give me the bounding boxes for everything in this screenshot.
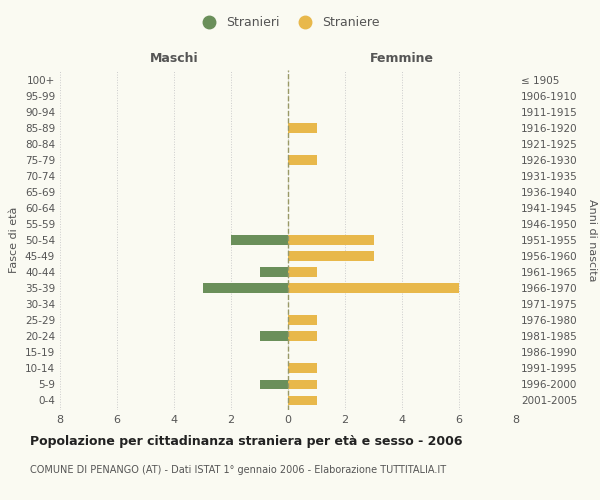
Legend: Stranieri, Straniere: Stranieri, Straniere <box>191 11 385 34</box>
Bar <box>288 155 317 164</box>
Bar <box>288 123 317 132</box>
Y-axis label: Anni di nascita: Anni di nascita <box>587 198 597 281</box>
Bar <box>288 251 373 261</box>
Bar <box>203 284 288 293</box>
Bar <box>288 268 317 277</box>
Bar <box>260 380 288 389</box>
Y-axis label: Fasce di età: Fasce di età <box>10 207 19 273</box>
Bar <box>288 235 373 245</box>
Text: COMUNE DI PENANGO (AT) - Dati ISTAT 1° gennaio 2006 - Elaborazione TUTTITALIA.IT: COMUNE DI PENANGO (AT) - Dati ISTAT 1° g… <box>30 465 446 475</box>
Bar <box>231 235 288 245</box>
Bar <box>288 364 317 373</box>
Text: Maschi: Maschi <box>149 52 199 65</box>
Bar <box>260 332 288 341</box>
Text: Popolazione per cittadinanza straniera per età e sesso - 2006: Popolazione per cittadinanza straniera p… <box>30 435 463 448</box>
Bar <box>288 396 317 405</box>
Bar <box>260 268 288 277</box>
Bar <box>288 316 317 325</box>
Bar <box>288 380 317 389</box>
Text: Femmine: Femmine <box>370 52 434 65</box>
Bar <box>288 332 317 341</box>
Bar <box>288 284 459 293</box>
